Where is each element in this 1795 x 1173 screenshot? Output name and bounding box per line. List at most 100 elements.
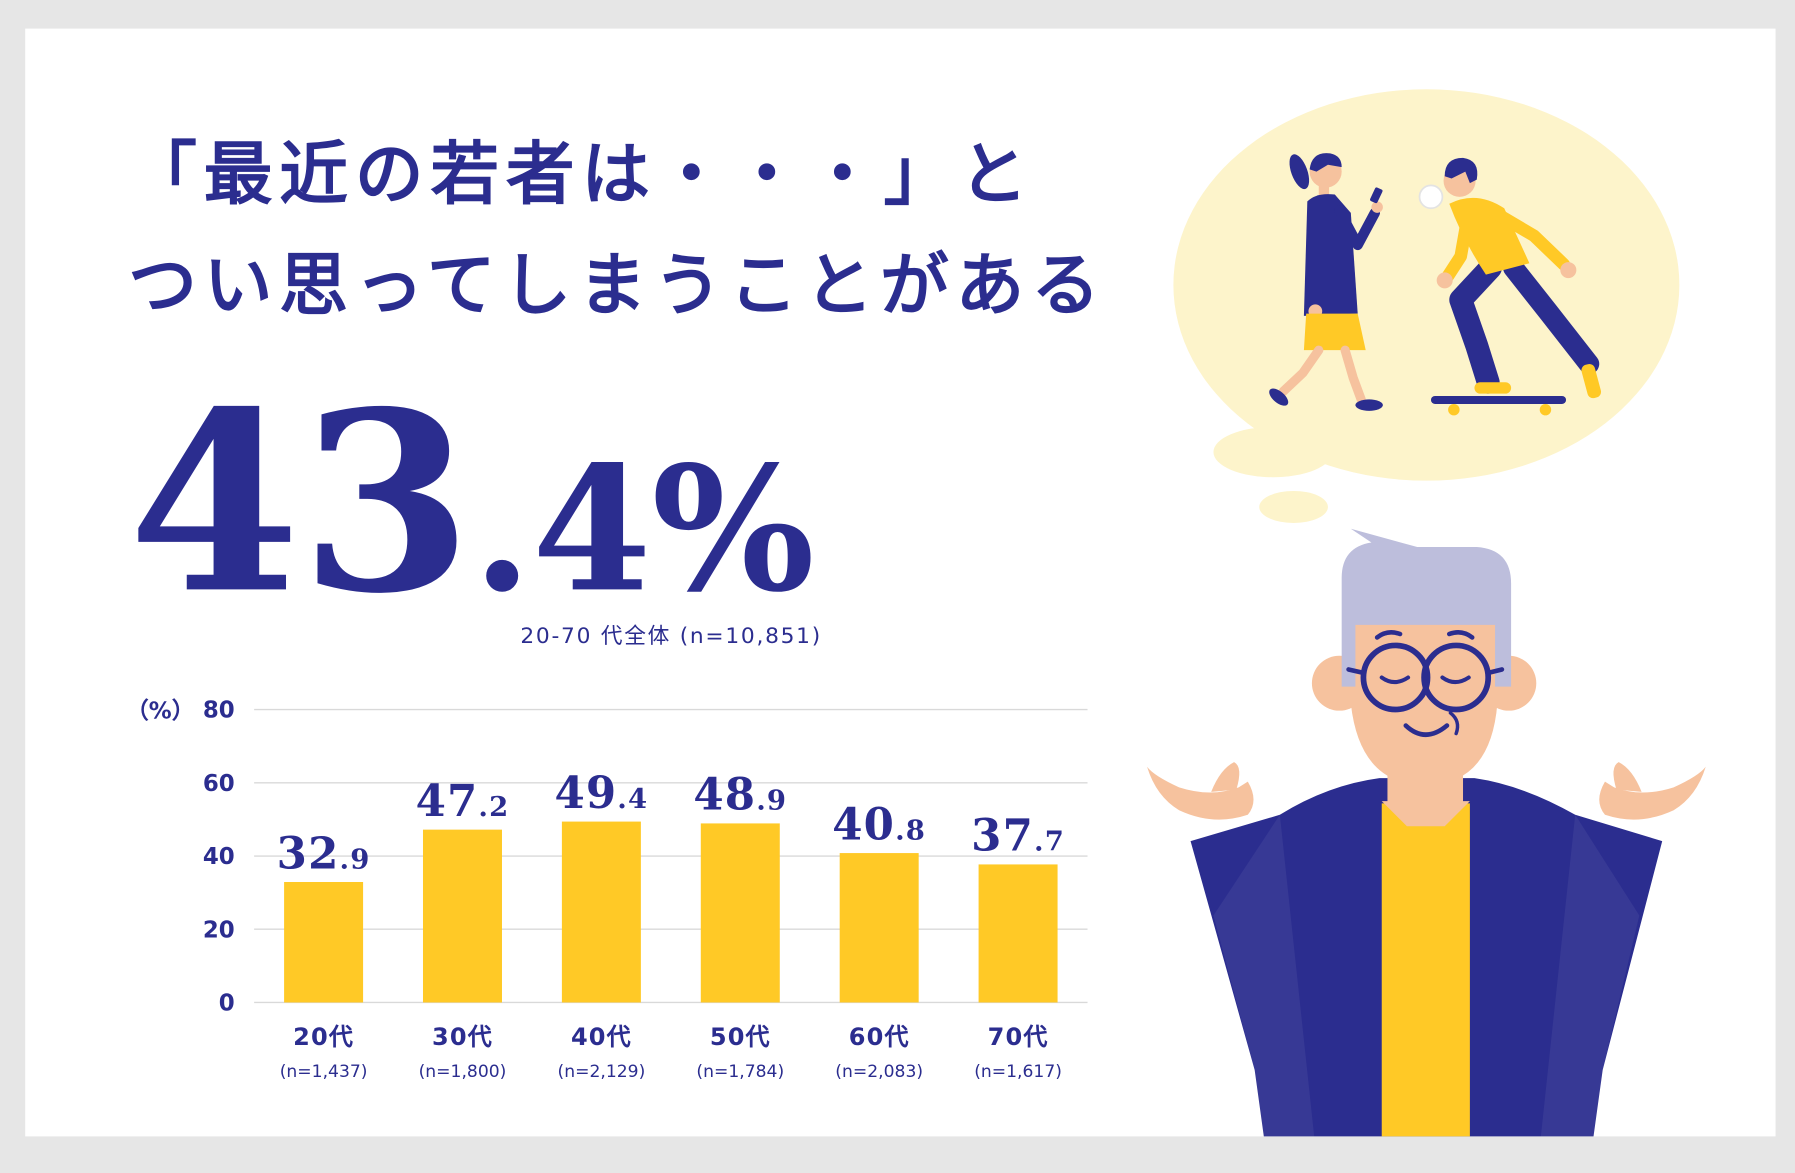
bar-value-integer: 49 [554, 768, 617, 819]
skater-front-leg [1503, 257, 1600, 375]
bar [284, 882, 364, 1003]
sample-size-label: (n=1,800) [419, 1062, 507, 1082]
bar-value-label: 49.4 [554, 768, 648, 819]
bar-value-label: 40.8 [832, 799, 926, 850]
sample-size-label: (n=2,083) [835, 1062, 923, 1082]
elderly-man-illustration [1147, 528, 1706, 1137]
skater-hair [1444, 157, 1478, 184]
left-closed-eye [1379, 675, 1411, 685]
sample-size-label: (n=1,617) [974, 1062, 1062, 1082]
right-eyebrow [1446, 630, 1475, 640]
skater-torso [1449, 197, 1530, 275]
category-label: 70代 [988, 1023, 1049, 1051]
y-tick-label: 60 [203, 771, 235, 797]
category-label: 50代 [710, 1023, 771, 1051]
skater-front-hand [1560, 262, 1577, 279]
woman-shoe-back [1269, 388, 1289, 406]
category-label: 40代 [571, 1023, 632, 1051]
jacket-sleeve-shade-left [1213, 814, 1315, 1137]
collar-skin [1381, 801, 1470, 827]
headline-decimal: .4 [472, 429, 651, 630]
woman-shoe-front [1355, 399, 1383, 411]
woman-jacket [1303, 194, 1358, 316]
category-label: 20代 [293, 1023, 354, 1051]
shirt [1381, 803, 1470, 1137]
skater-back-leg [1449, 256, 1502, 394]
bar-value-decimal: .2 [478, 791, 509, 823]
bar-value-label: 48.9 [693, 770, 787, 821]
skateboard [1430, 395, 1567, 404]
category-label: 30代 [432, 1023, 493, 1051]
headline-note: 20-70 代全体 (n=10,851) [520, 624, 822, 649]
phone-icon [1370, 187, 1383, 204]
bar-chart: （%）02040608032.920代(n=1,437)47.230代(n=1,… [126, 698, 1088, 1082]
bar-value-decimal: .8 [895, 814, 926, 846]
left-thumb [1211, 762, 1240, 792]
title-line-1: 「最近の若者は・・・」と [128, 135, 1034, 215]
gum-bubble [1418, 184, 1444, 210]
bar-value-integer: 48 [693, 770, 756, 821]
y-tick-label: 0 [219, 990, 235, 1016]
skater-shoe-back [1474, 382, 1512, 394]
bar-value-decimal: .9 [756, 785, 787, 817]
bar [700, 823, 780, 1003]
skater-shoe-front [1581, 364, 1602, 399]
category-label: 60代 [849, 1023, 910, 1051]
skater-back-hand [1436, 272, 1453, 289]
bar-value-integer: 37 [971, 811, 1034, 862]
face [1350, 617, 1498, 786]
bar-value-integer: 40 [832, 799, 895, 850]
y-tick-label: 20 [203, 917, 235, 943]
young-woman-illustration [1269, 153, 1383, 411]
woman-skirt [1303, 313, 1366, 351]
skateboarder-illustration [1418, 157, 1602, 416]
bar-value-decimal: .7 [1034, 826, 1065, 858]
bar [839, 853, 919, 1003]
jacket-sleeve-shade-right [1540, 814, 1640, 1137]
headline-integer: 43 [128, 358, 472, 648]
bar [422, 829, 502, 1003]
y-tick-label: 40 [203, 844, 235, 870]
woman-front-leg [1340, 345, 1366, 404]
woman-hand [1371, 201, 1383, 213]
glasses-left-lens [1360, 642, 1431, 713]
skater-front-arm [1488, 206, 1571, 271]
page-title: 「最近の若者は・・・」と つい思ってしまうことがある [128, 135, 1107, 326]
left-eyebrow [1374, 630, 1403, 640]
bar [561, 821, 641, 1003]
bar-value-integer: 32 [277, 828, 340, 879]
ponytail [1289, 154, 1310, 190]
skateboard-wheel [1539, 403, 1552, 416]
bar-value-label: 37.7 [971, 811, 1065, 862]
right-closed-eye [1440, 675, 1471, 685]
bar-value-label: 47.2 [416, 776, 510, 827]
glasses-temple-left [1346, 667, 1366, 676]
woman-neck [1318, 185, 1330, 200]
woman-back-leg [1278, 345, 1324, 396]
sample-size-label: (n=2,129) [558, 1062, 646, 1082]
y-tick-label: 80 [203, 698, 235, 724]
sample-size-label: (n=1,437) [280, 1062, 368, 1082]
cheek-wrinkle [1448, 711, 1460, 736]
smile [1403, 723, 1450, 737]
thought-bubble-puff-large [1213, 426, 1333, 478]
thought-bubble-puff-small [1259, 490, 1328, 523]
bar-value-decimal: .9 [340, 843, 371, 875]
bar-value-integer: 47 [416, 776, 479, 827]
thought-bubble-main [1173, 89, 1680, 481]
y-axis-label: （%） [126, 698, 195, 725]
bar-value-label: 32.9 [277, 828, 371, 879]
left-hand [1147, 766, 1254, 820]
skateboard-wheel [1448, 403, 1460, 416]
headline-stat: 43.4% [128, 358, 814, 648]
hair [1341, 528, 1512, 687]
sample-size-label: (n=1,784) [696, 1062, 784, 1082]
bar [978, 864, 1058, 1003]
headline-unit: % [652, 429, 815, 630]
title-line-2: つい思ってしまうことがある [128, 246, 1107, 326]
woman-hair [1309, 153, 1342, 172]
right-hand [1599, 766, 1706, 820]
bar-value-decimal: .4 [617, 783, 648, 815]
woman-raised-arm [1334, 205, 1381, 251]
